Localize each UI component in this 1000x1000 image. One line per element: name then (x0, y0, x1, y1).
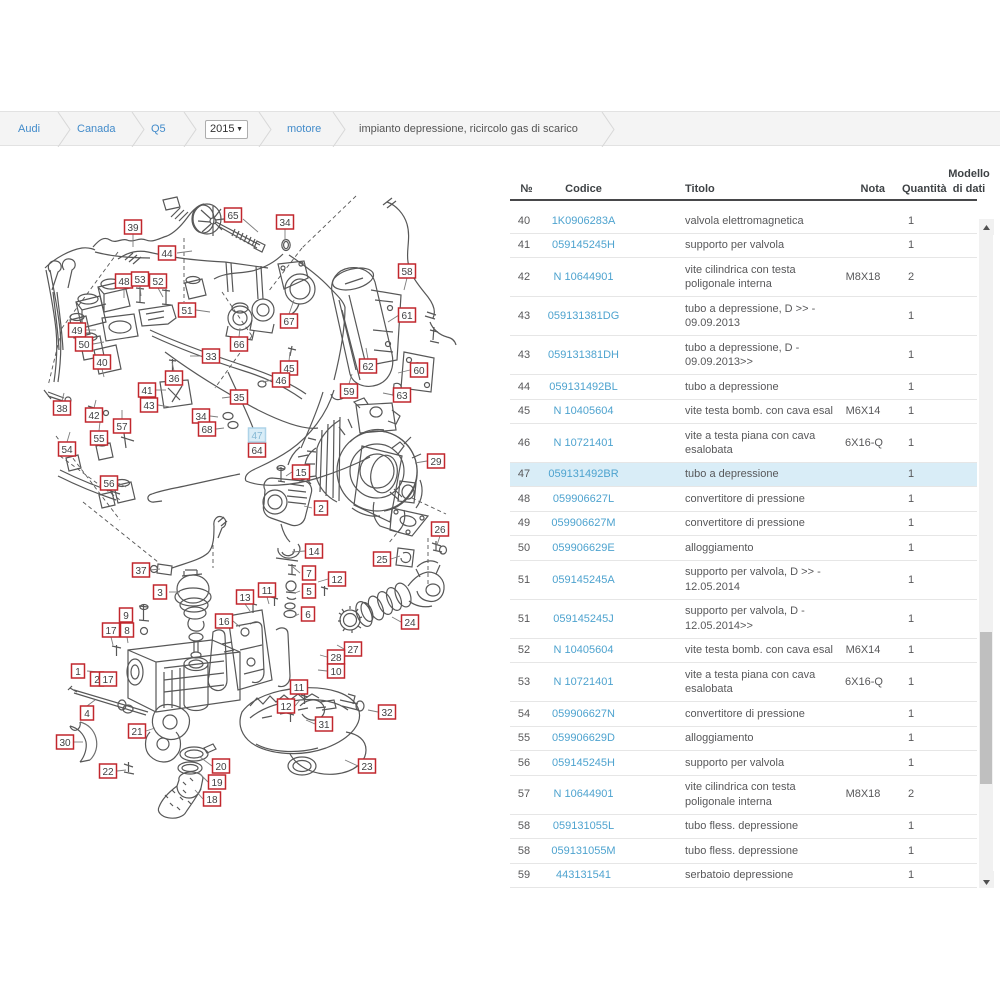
svg-text:2: 2 (94, 675, 100, 686)
svg-text:18: 18 (206, 795, 218, 806)
svg-text:56: 56 (103, 479, 115, 490)
svg-text:68: 68 (201, 425, 213, 436)
svg-text:43: 43 (143, 401, 155, 412)
svg-text:12: 12 (331, 575, 343, 586)
svg-text:22: 22 (102, 767, 114, 778)
svg-text:14: 14 (308, 547, 320, 558)
svg-text:15: 15 (295, 468, 307, 479)
svg-text:25: 25 (376, 555, 388, 566)
svg-text:16: 16 (218, 617, 230, 628)
svg-text:41: 41 (141, 386, 153, 397)
svg-text:20: 20 (215, 762, 227, 773)
svg-text:34: 34 (195, 412, 207, 423)
svg-text:37: 37 (135, 566, 147, 577)
svg-text:6: 6 (305, 610, 311, 621)
svg-text:44: 44 (161, 249, 173, 260)
svg-text:51: 51 (181, 306, 193, 317)
svg-text:38: 38 (56, 404, 68, 415)
svg-text:48: 48 (118, 277, 130, 288)
svg-text:27: 27 (347, 645, 359, 656)
svg-text:28: 28 (330, 653, 342, 664)
svg-text:57: 57 (116, 422, 128, 433)
svg-text:33: 33 (205, 352, 217, 363)
svg-text:3: 3 (157, 588, 163, 599)
svg-text:34: 34 (279, 218, 291, 229)
svg-text:17: 17 (105, 626, 117, 637)
svg-text:50: 50 (78, 340, 90, 351)
svg-text:54: 54 (61, 445, 73, 456)
svg-text:62: 62 (362, 362, 374, 373)
svg-text:67: 67 (283, 317, 295, 328)
svg-text:17: 17 (102, 675, 114, 686)
svg-text:52: 52 (152, 277, 164, 288)
svg-text:21: 21 (131, 727, 143, 738)
svg-text:31: 31 (318, 720, 330, 731)
svg-text:36: 36 (168, 374, 180, 385)
svg-text:63: 63 (396, 391, 408, 402)
svg-text:47: 47 (251, 431, 263, 442)
svg-text:55: 55 (93, 434, 105, 445)
svg-text:39: 39 (127, 223, 139, 234)
svg-text:53: 53 (134, 275, 146, 286)
svg-text:58: 58 (401, 267, 413, 278)
svg-text:12: 12 (280, 702, 292, 713)
svg-text:65: 65 (227, 211, 239, 222)
svg-text:13: 13 (239, 593, 251, 604)
svg-text:42: 42 (88, 411, 100, 422)
svg-text:40: 40 (96, 358, 108, 369)
svg-text:23: 23 (361, 762, 373, 773)
svg-text:64: 64 (251, 446, 263, 457)
svg-text:10: 10 (330, 667, 342, 678)
svg-text:9: 9 (123, 611, 129, 622)
svg-text:45: 45 (283, 364, 295, 375)
svg-text:4: 4 (84, 709, 90, 720)
svg-text:1: 1 (75, 667, 81, 678)
svg-text:29: 29 (430, 457, 442, 468)
svg-text:66: 66 (233, 340, 245, 351)
svg-text:59: 59 (343, 387, 355, 398)
svg-text:24: 24 (404, 618, 416, 629)
svg-text:32: 32 (381, 708, 393, 719)
svg-text:35: 35 (233, 393, 245, 404)
svg-text:2: 2 (318, 504, 324, 515)
svg-text:46: 46 (275, 376, 287, 387)
svg-text:8: 8 (124, 626, 130, 637)
svg-text:49: 49 (71, 326, 83, 337)
svg-text:19: 19 (211, 778, 223, 789)
svg-text:11: 11 (262, 586, 273, 597)
svg-text:60: 60 (413, 366, 425, 377)
svg-text:7: 7 (306, 569, 312, 580)
svg-text:11: 11 (294, 683, 305, 694)
svg-text:61: 61 (401, 311, 413, 322)
svg-text:5: 5 (306, 587, 312, 598)
svg-text:26: 26 (434, 525, 446, 536)
svg-text:30: 30 (59, 738, 71, 749)
